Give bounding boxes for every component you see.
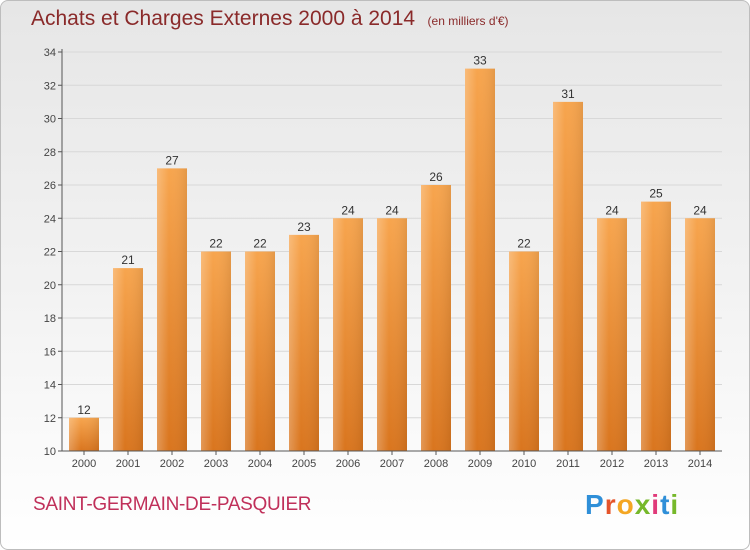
bar-shade-2004 bbox=[245, 251, 275, 451]
y-tick-label: 18 bbox=[44, 313, 56, 325]
brand-letter: r bbox=[604, 489, 617, 520]
brand-logo: Proxiti bbox=[585, 489, 679, 521]
bar-shade-2006 bbox=[333, 218, 363, 451]
brand-letter: t bbox=[660, 489, 671, 520]
value-label: 23 bbox=[297, 220, 311, 234]
title-row: Achats et Charges Externes 2000 à 2014 (… bbox=[31, 7, 509, 31]
y-tick-label: 28 bbox=[44, 147, 56, 159]
bar-shade-2012 bbox=[597, 218, 627, 451]
value-label: 27 bbox=[165, 153, 179, 167]
brand-letter: o bbox=[616, 489, 635, 520]
bar-shade-2001 bbox=[113, 268, 143, 451]
brand-letter: i bbox=[651, 489, 661, 520]
value-label: 22 bbox=[253, 237, 267, 251]
brand-letter: P bbox=[585, 489, 605, 520]
axes: 10 12 14 16 18 20 22 24 26 28 30 32 34 2000 2001 2002 20… bbox=[44, 47, 722, 470]
bar-shade-2009 bbox=[465, 68, 495, 451]
value-label: 25 bbox=[649, 187, 663, 201]
x-tick-label: 2000 bbox=[72, 458, 96, 470]
x-tick-label: 2003 bbox=[204, 458, 228, 470]
brand-letter: i bbox=[670, 489, 680, 520]
chart-title: Achats et Charges Externes 2000 à 2014 bbox=[31, 7, 416, 30]
value-label: 24 bbox=[605, 203, 619, 217]
x-tick-label: 2011 bbox=[556, 458, 580, 470]
x-tick-label: 2008 bbox=[424, 458, 448, 470]
bar-shade-2013 bbox=[641, 201, 671, 451]
x-tick-label: 2002 bbox=[160, 458, 184, 470]
commune-name: SAINT-GERMAIN-DE-PASQUIER bbox=[33, 494, 312, 515]
bar-shade-2000 bbox=[69, 417, 99, 451]
x-tick-label: 2014 bbox=[688, 458, 712, 470]
y-tick-label: 30 bbox=[44, 114, 56, 126]
y-tick-label: 26 bbox=[44, 180, 56, 192]
x-tick-label: 2010 bbox=[512, 458, 536, 470]
value-label: 24 bbox=[693, 203, 707, 217]
x-tick-label: 2006 bbox=[336, 458, 360, 470]
y-tick-label: 12 bbox=[44, 413, 56, 425]
bar-shade-2011 bbox=[553, 101, 583, 451]
brand-letter: x bbox=[634, 489, 652, 520]
x-tick-label: 2009 bbox=[468, 458, 492, 470]
y-tick-label: 20 bbox=[44, 280, 56, 292]
y-tick-label: 16 bbox=[44, 346, 56, 358]
x-tick-label: 2012 bbox=[600, 458, 624, 470]
bar-shade-2010 bbox=[509, 251, 539, 451]
x-tick-label: 2001 bbox=[116, 458, 140, 470]
y-tick-label: 22 bbox=[44, 247, 56, 259]
bar-shade-2014 bbox=[685, 218, 715, 451]
value-label: 24 bbox=[341, 203, 355, 217]
bar-shade-2002 bbox=[157, 168, 187, 451]
x-tick-label: 2007 bbox=[380, 458, 404, 470]
value-label: 22 bbox=[517, 237, 531, 251]
bar-shade-2005 bbox=[289, 234, 319, 451]
value-label: 21 bbox=[121, 253, 135, 267]
y-tick-label: 34 bbox=[44, 47, 56, 59]
x-tick-label: 2013 bbox=[644, 458, 668, 470]
value-label: 12 bbox=[77, 403, 91, 417]
y-tick-label: 24 bbox=[44, 213, 56, 225]
x-tick-label: 2005 bbox=[292, 458, 316, 470]
bar-shade-2008 bbox=[421, 185, 451, 451]
bar-shade-2007 bbox=[377, 218, 407, 451]
value-label: 33 bbox=[473, 54, 487, 68]
x-tick-label: 2004 bbox=[248, 458, 272, 470]
y-tick-label: 32 bbox=[44, 80, 56, 92]
chart-subtitle: (en milliers d'€) bbox=[427, 14, 509, 28]
bars bbox=[69, 68, 715, 451]
y-tick-label: 14 bbox=[44, 380, 56, 392]
bar-shade-2003 bbox=[201, 251, 231, 451]
value-label: 22 bbox=[209, 237, 223, 251]
value-label: 31 bbox=[561, 87, 575, 101]
data-labels: 12 21 27 22 22 23 24 24 26 33 22 31 24 25 24 bbox=[77, 54, 707, 417]
value-label: 24 bbox=[385, 203, 399, 217]
value-label: 26 bbox=[429, 170, 443, 184]
y-tick-label: 10 bbox=[44, 446, 56, 458]
